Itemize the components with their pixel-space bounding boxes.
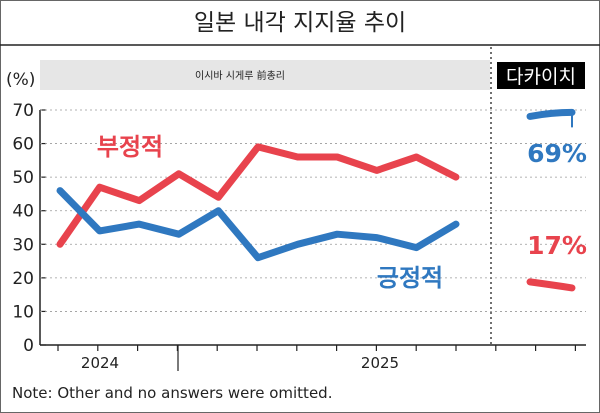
takaichi-label: 다카이치 bbox=[506, 66, 576, 88]
y-axis: 0 10 20 30 40 50 60 70 bbox=[12, 101, 46, 356]
y-tick-label: 0 bbox=[23, 336, 34, 356]
y-tick-label: 40 bbox=[12, 202, 34, 222]
year-label-2025: 2025 bbox=[361, 354, 399, 372]
ishiba-period-band bbox=[40, 60, 490, 90]
y-tick-label: 70 bbox=[12, 101, 34, 121]
y-tick-label: 20 bbox=[12, 269, 34, 289]
ishiba-period-label: 이시바 시게루 前총리 bbox=[195, 69, 285, 82]
takaichi-disapprove-label: 17% bbox=[527, 231, 587, 260]
series-label-approve: 긍정적 bbox=[377, 264, 443, 292]
y-tick-label: 10 bbox=[12, 302, 34, 322]
takaichi-layer bbox=[526, 108, 576, 292]
chart-note: Note: Other and no answers were omitted. bbox=[12, 384, 332, 402]
chart-title: 일본 내각 지지율 추이 bbox=[194, 10, 406, 36]
gridlines bbox=[40, 109, 586, 312]
y-tick-label: 50 bbox=[12, 168, 34, 188]
y-unit-label: (%) bbox=[6, 70, 35, 90]
series-line-approve bbox=[56, 187, 460, 262]
series-line-disapprove bbox=[56, 143, 460, 248]
x-axis bbox=[40, 344, 586, 371]
y-tick-label: 30 bbox=[12, 235, 34, 255]
series-layer bbox=[56, 143, 460, 262]
y-tick-label: 60 bbox=[12, 135, 34, 155]
series-label-disapprove: 부정적 bbox=[97, 133, 163, 161]
year-label-2024: 2024 bbox=[81, 354, 119, 372]
takaichi-approve-line bbox=[526, 108, 576, 120]
takaichi-label-box bbox=[497, 62, 585, 89]
takaichi-approve-label: 69% bbox=[527, 139, 587, 168]
year-labels: 2024 2025 bbox=[81, 354, 399, 372]
takaichi-disapprove-line bbox=[526, 278, 576, 292]
